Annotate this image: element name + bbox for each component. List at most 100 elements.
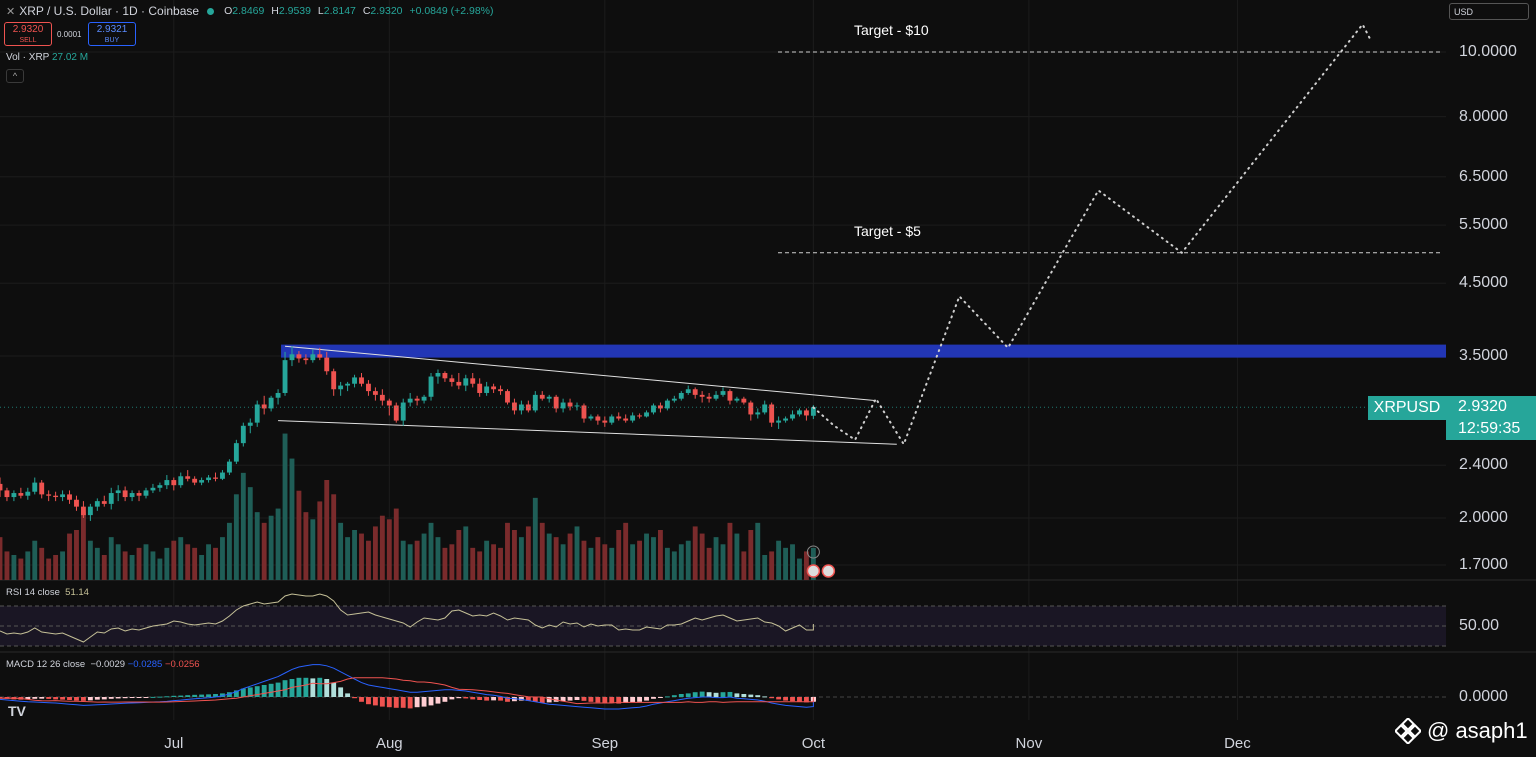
target-label-10: Target - $10 [854, 22, 929, 38]
volume-bar [637, 540, 643, 580]
volume-bar [32, 540, 38, 580]
volume-bar [366, 540, 371, 580]
candle-body [484, 386, 490, 393]
candle-body [400, 402, 406, 421]
macd-histogram-bar [247, 687, 253, 697]
candle-body [713, 394, 719, 399]
collapse-caret-icon[interactable]: ^ [6, 69, 24, 83]
candle-body [449, 378, 455, 382]
buy-button[interactable]: 2.9321 BUY [88, 22, 136, 46]
macd-histogram-bar [616, 697, 622, 704]
volume-bar [456, 530, 462, 580]
macd-histogram-bar [657, 697, 663, 698]
candle-body [254, 404, 260, 423]
macd-histogram-bar [797, 697, 802, 702]
time-axis-tick: Jul [164, 735, 184, 752]
time-axis-tick: Dec [1224, 735, 1251, 752]
candle-body [289, 354, 295, 361]
macd-histogram-bar [741, 694, 747, 697]
volume-bar [192, 547, 198, 580]
macd-histogram-bar [588, 697, 594, 702]
volume-bar [60, 551, 66, 580]
macd-histogram-bar [80, 697, 86, 701]
macd-histogram-bar [393, 697, 399, 708]
sell-button[interactable]: 2.9320 SELL [4, 22, 52, 46]
volume-bar [574, 526, 580, 580]
close-icon[interactable]: ✕ [6, 5, 16, 18]
macd-histogram-bar [185, 695, 191, 697]
volume-bar [282, 433, 288, 580]
candle-body [505, 391, 510, 403]
volume-bar [226, 522, 232, 580]
us-flag-event-icon [821, 564, 836, 578]
volume-bar [810, 547, 816, 580]
volume-bar [720, 544, 726, 580]
macd-histogram-bar [748, 694, 754, 697]
candle-body [741, 398, 747, 403]
candle-body [129, 493, 135, 498]
candle-body [664, 400, 670, 409]
volume-bar [616, 530, 622, 580]
time-axis-tick: Aug [375, 735, 403, 752]
candle-body [345, 383, 351, 386]
candle-body [136, 493, 142, 496]
macd-histogram-bar [790, 697, 795, 702]
macd-histogram-bar [310, 678, 316, 697]
volume-bar [143, 544, 149, 580]
candle-body [623, 418, 629, 421]
volume-bar [18, 558, 24, 580]
macd-histogram-bar [46, 697, 52, 699]
macd-histogram-bar [637, 697, 643, 702]
candle-body [352, 377, 357, 384]
candle-body [803, 410, 809, 416]
volume-bar [220, 537, 225, 580]
candle-body [108, 493, 114, 504]
volume-bar [289, 458, 295, 580]
candle-body [560, 402, 566, 409]
volume-bar [442, 547, 448, 580]
volume-bar [595, 537, 601, 580]
candlesticks [0, 346, 1446, 521]
macd-histogram-bar [275, 682, 281, 697]
macd-histogram-bar [421, 697, 427, 707]
candle-body [261, 404, 267, 409]
symbol-title[interactable]: XRP / U.S. Dollar · 1D · Coinbase [19, 4, 200, 18]
macd-histogram-bar [254, 686, 260, 697]
volume-bar [790, 544, 795, 580]
volume-bar [512, 530, 517, 580]
macd-histogram-bar [386, 697, 392, 708]
volume-bar [150, 551, 156, 580]
macd-histogram-bar [261, 685, 267, 697]
candle-body [699, 394, 705, 397]
volume-bar [379, 515, 385, 580]
macd-histogram-bar [685, 693, 691, 697]
macd-histogram-bar [623, 697, 629, 703]
volume-bar [345, 537, 351, 580]
volume-bar [178, 537, 184, 580]
macd-histogram-bar [484, 697, 490, 701]
currency-select[interactable]: USD [1449, 3, 1529, 20]
macd-histogram-bar [595, 697, 601, 703]
candle-body [602, 420, 608, 423]
volume-bar [657, 530, 663, 580]
candle-body [164, 480, 170, 486]
macd-histogram-bar [108, 697, 114, 699]
volume-bar [546, 533, 552, 580]
macd-histogram-bar [226, 692, 232, 697]
volume-bar [87, 540, 93, 580]
volume-bars [0, 433, 816, 580]
volume-bar [505, 522, 510, 580]
volume-bar [317, 501, 323, 580]
tradingview-logo-icon[interactable]: TV [8, 703, 26, 719]
channel-line-lower [278, 420, 897, 445]
macd-histogram-bar [379, 697, 385, 707]
volume-bar [734, 533, 740, 580]
candle-body [268, 397, 274, 409]
volume-bar [685, 540, 691, 580]
volume-bar [449, 544, 455, 580]
symbol-header: ✕ XRP / U.S. Dollar · 1D · Coinbase O2.8… [6, 4, 498, 18]
time-axis-tick: Oct [801, 735, 826, 752]
macd-histogram-bar [352, 697, 357, 699]
macd-histogram-bar [115, 697, 121, 699]
